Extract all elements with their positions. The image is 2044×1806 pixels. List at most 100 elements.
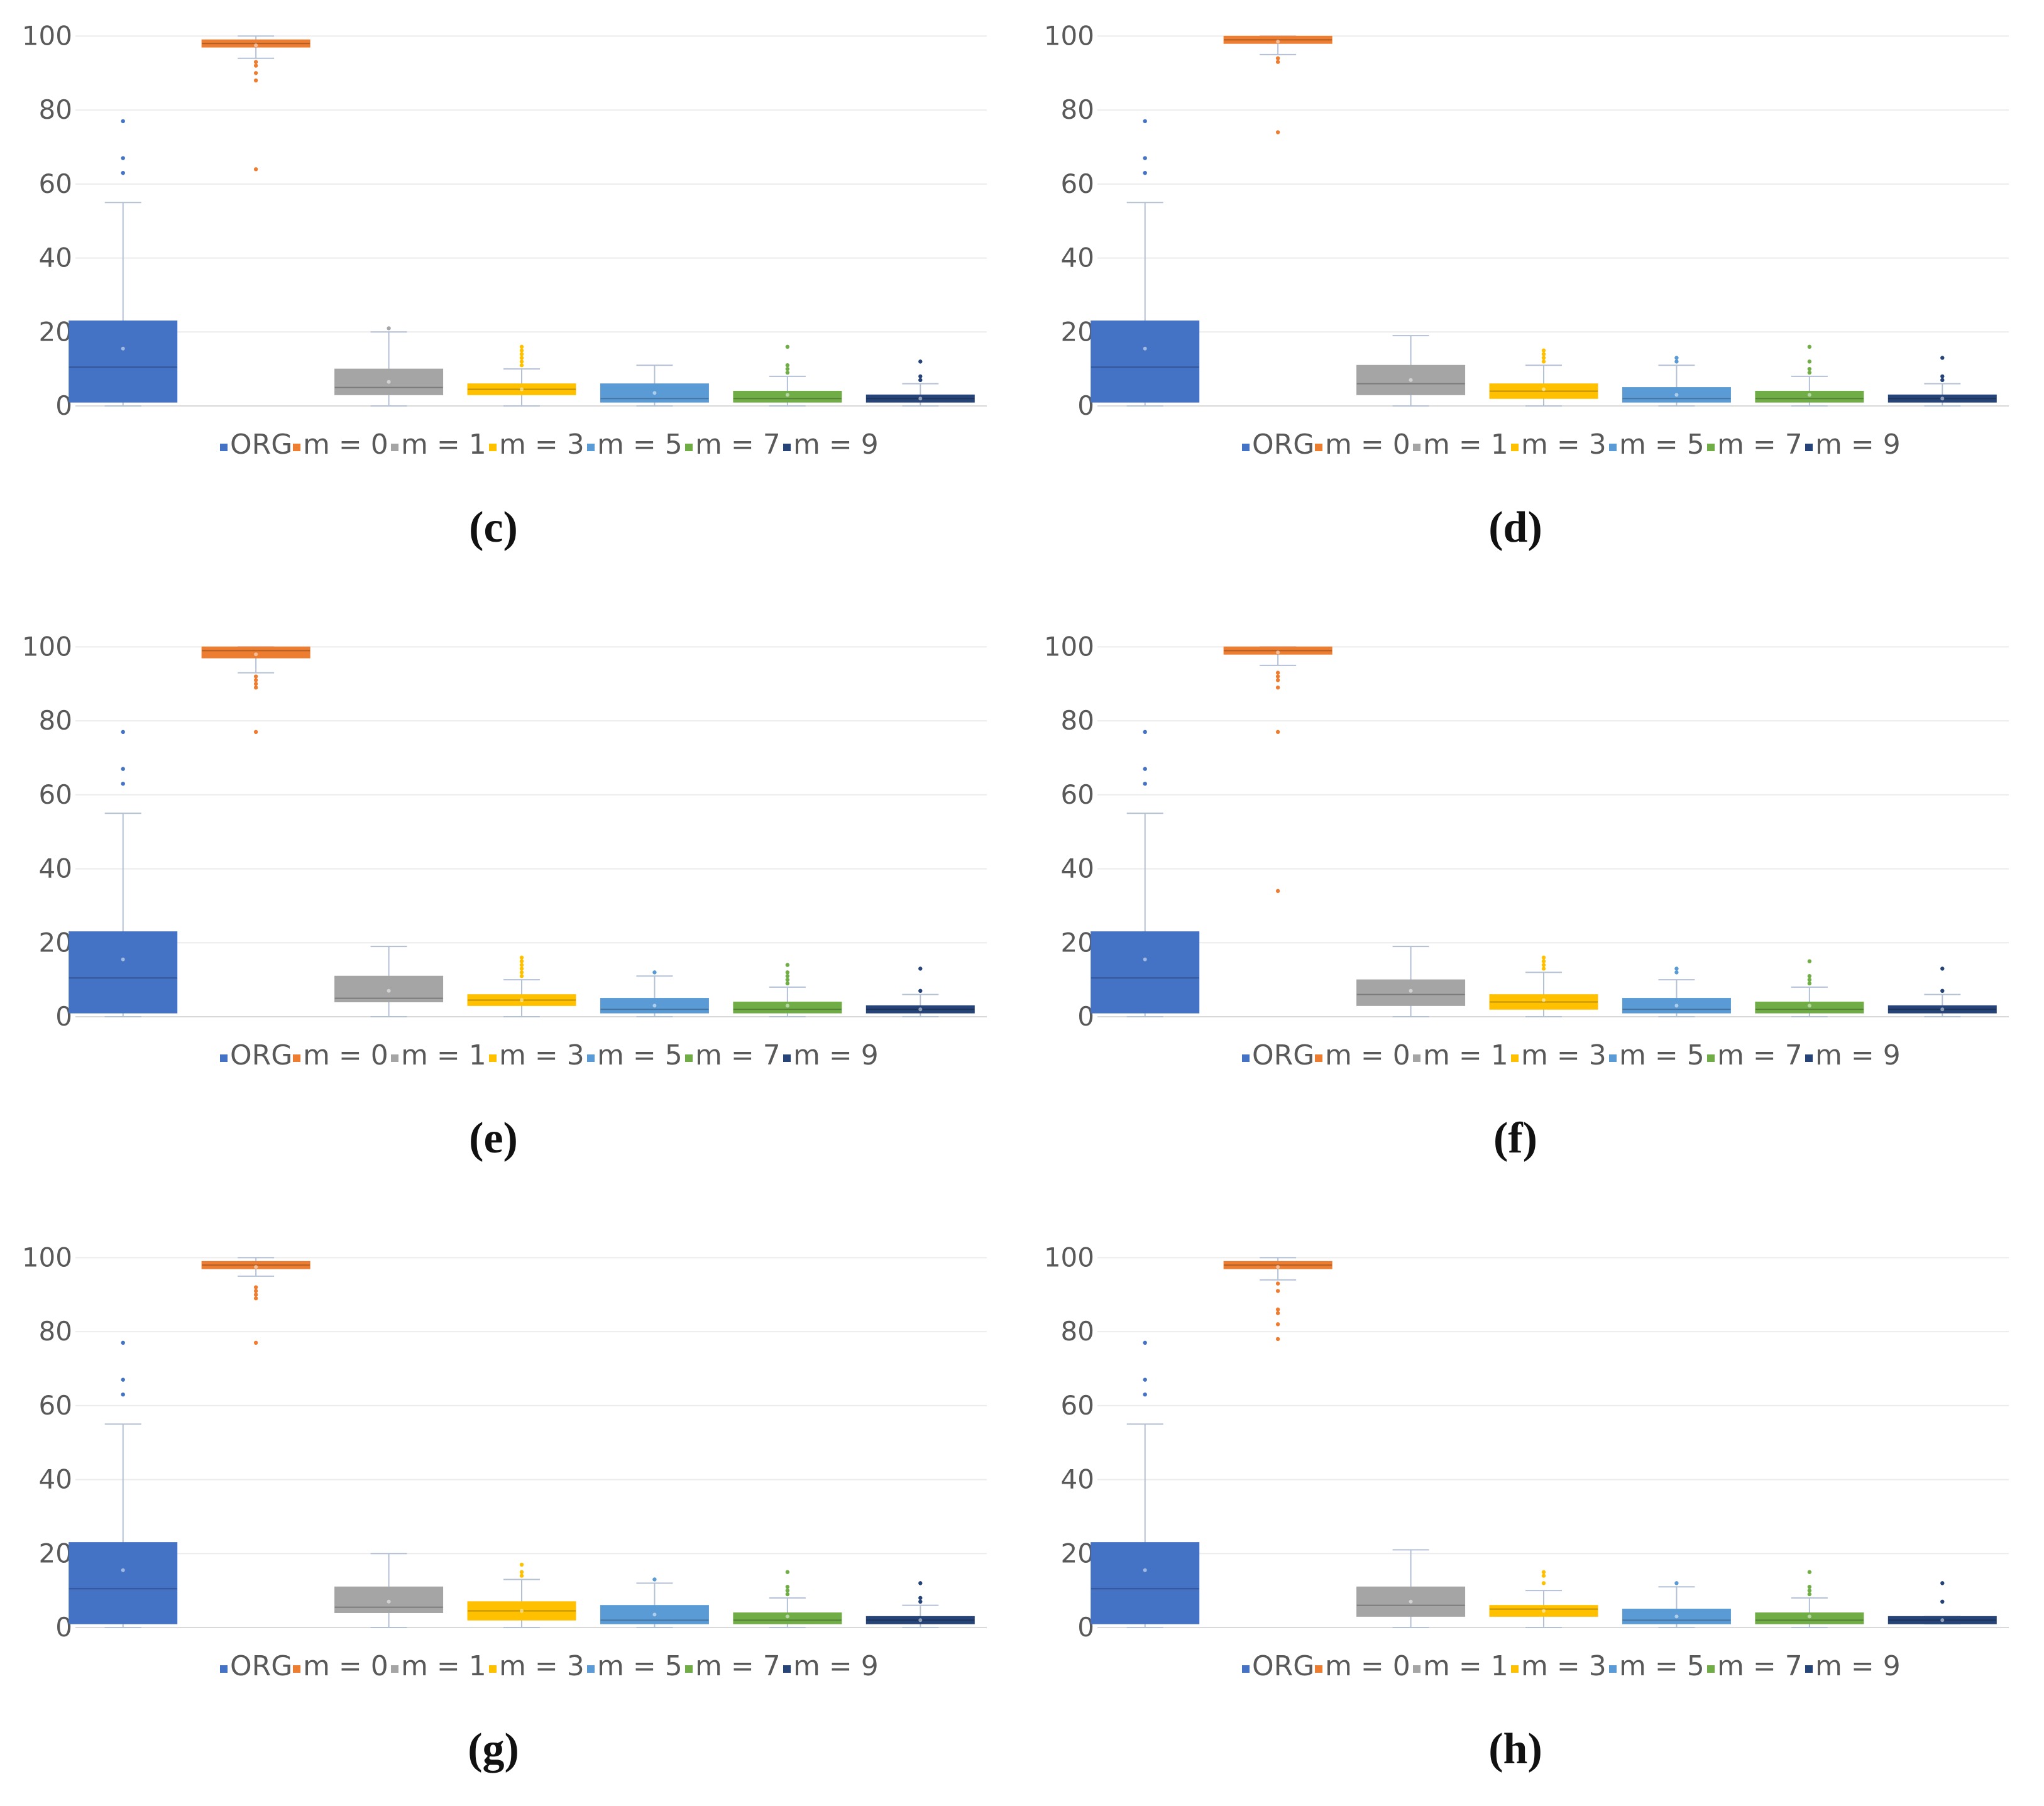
outlier-point: [1275, 889, 1280, 894]
legend-swatch: [1315, 1665, 1322, 1673]
legend-label: m = 9: [793, 1039, 879, 1071]
mean-marker: [1276, 40, 1280, 44]
outlier-point: [1275, 1307, 1280, 1312]
legend-label: m = 1: [401, 1039, 486, 1071]
outlier-point: [1807, 977, 1812, 982]
mean-marker: [1807, 1614, 1811, 1619]
outlier-point: [785, 963, 790, 967]
legend-swatch: [783, 444, 791, 451]
outlier-point: [1674, 966, 1679, 971]
legend-label: m = 5: [1619, 429, 1705, 461]
outlier-point: [519, 1562, 524, 1567]
legend-swatch: [1242, 1665, 1250, 1673]
legend-label: m = 1: [401, 1650, 486, 1682]
outlier-point: [1275, 730, 1280, 734]
outlier-point: [785, 370, 790, 375]
outlier-point: [1275, 1322, 1280, 1327]
outlier-point: [785, 1570, 790, 1574]
outlier-point: [1143, 1377, 1147, 1382]
outlier-point: [253, 674, 258, 679]
outlier-point: [253, 1293, 258, 1297]
outlier-point: [519, 352, 524, 356]
outlier-point: [519, 344, 524, 349]
outlier-point: [785, 974, 790, 978]
legend-swatch: [1413, 444, 1420, 451]
outlier-point: [1143, 730, 1147, 734]
y-tick-label: 20: [1061, 927, 1094, 958]
panel-caption: (c): [469, 503, 518, 552]
outlier-point: [1807, 1570, 1812, 1574]
mean-marker: [652, 1612, 657, 1617]
mean-marker: [254, 43, 258, 48]
outlier-point: [519, 955, 524, 960]
outlier-point: [1143, 1340, 1147, 1345]
legend-label: m = 7: [695, 1039, 781, 1071]
legend-label: ORG: [1252, 1650, 1314, 1682]
mean-marker: [918, 1007, 923, 1012]
outlier-point: [519, 966, 524, 971]
outlier-point: [1143, 782, 1147, 786]
outlier-point: [1674, 356, 1679, 360]
legend-label: m = 9: [1815, 429, 1901, 461]
legend-label: m = 5: [597, 1650, 683, 1682]
legend-label: m = 9: [793, 1650, 879, 1682]
legend-swatch: [1609, 444, 1617, 451]
legend-label: m = 3: [1521, 429, 1607, 461]
legend-label: m = 1: [1423, 1039, 1508, 1071]
y-tick-label: 40: [39, 853, 72, 884]
outlier-point: [1275, 1337, 1280, 1342]
legend-swatch: [1805, 1054, 1813, 1062]
legend-swatch: [391, 1054, 398, 1062]
legend-swatch: [1609, 1665, 1617, 1673]
y-tick-label: 60: [1061, 779, 1094, 810]
outlier-point: [1940, 1581, 1945, 1585]
legend-label: m = 5: [597, 1039, 683, 1071]
outlier-point: [1541, 955, 1546, 960]
y-tick-label: 100: [22, 20, 72, 51]
legend-swatch: [220, 1054, 228, 1062]
mean-marker: [652, 391, 657, 395]
legend: ORG m = 0 m = 1 m = 3 m = 5 m = 7 m = 9: [220, 1039, 879, 1071]
outlier-point: [1541, 1581, 1546, 1585]
legend-swatch: [1511, 444, 1519, 451]
legend-label: m = 5: [597, 429, 683, 461]
outlier-point: [785, 981, 790, 986]
outlier-point: [387, 326, 391, 331]
outlier-point: [1143, 1393, 1147, 1397]
outlier-point: [253, 682, 258, 686]
outlier-point: [1275, 685, 1280, 690]
panel-caption: (e): [469, 1114, 518, 1163]
outlier-point: [121, 171, 125, 175]
y-tick-label: 40: [1061, 853, 1094, 884]
legend-label: m = 7: [1717, 429, 1803, 461]
outlier-point: [785, 1592, 790, 1597]
legend-swatch: [293, 444, 300, 451]
mean-marker: [387, 1599, 391, 1604]
outlier-point: [1143, 156, 1147, 160]
outlier-point: [253, 730, 258, 734]
legend-label: m = 0: [303, 1650, 388, 1682]
outlier-point: [1807, 1585, 1812, 1589]
outlier-point: [918, 359, 923, 364]
legend-label: m = 0: [303, 1039, 388, 1071]
outlier-point: [1807, 981, 1812, 986]
mean-marker: [1674, 1614, 1679, 1619]
legend-label: ORG: [1252, 429, 1314, 461]
legend-label: m = 9: [1815, 1039, 1901, 1071]
legend-swatch: [1805, 444, 1813, 451]
outlier-point: [1275, 678, 1280, 682]
outlier-point: [1143, 171, 1147, 175]
y-tick-label: 20: [1061, 1538, 1094, 1568]
mean-marker: [254, 652, 258, 657]
outlier-point: [785, 970, 790, 975]
legend-swatch: [1315, 1054, 1322, 1062]
outlier-point: [1940, 966, 1945, 971]
legend-swatch: [587, 444, 595, 451]
legend-label: m = 3: [1521, 1650, 1607, 1682]
y-tick-label: 80: [39, 705, 72, 736]
outlier-point: [1807, 366, 1812, 371]
legend-swatch: [220, 444, 228, 451]
